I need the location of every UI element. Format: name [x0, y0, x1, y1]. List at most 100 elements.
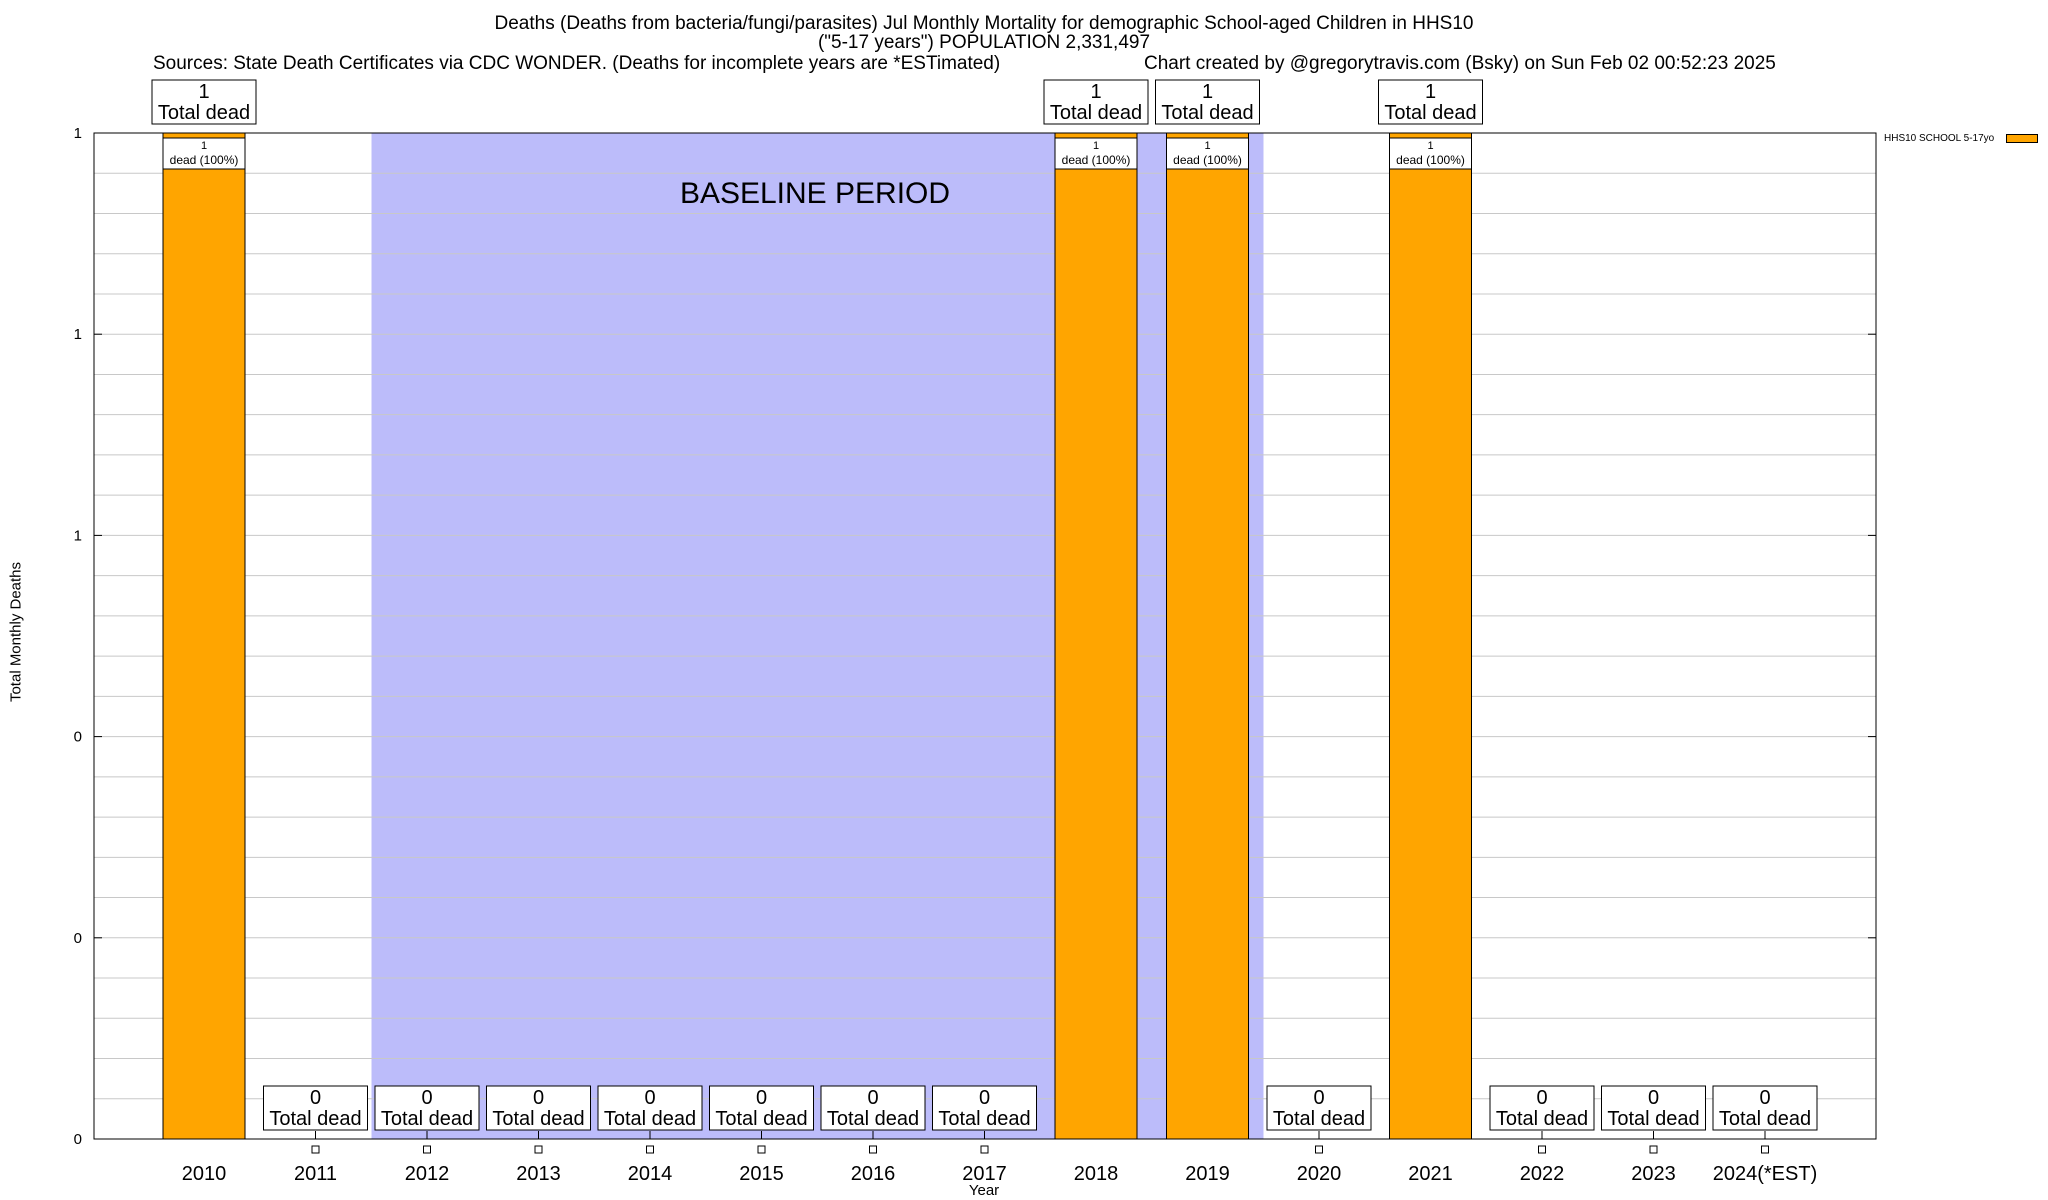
x-tick-label: 2024(*EST): [1713, 1163, 1818, 1185]
bar-share-label-box: [1166, 137, 1249, 170]
total-label-box: [151, 79, 257, 125]
y-axis-label: Total Monthly Deaths: [7, 561, 25, 703]
zero-point-marker: [1649, 1145, 1658, 1154]
total-label-text: Total dead: [1050, 102, 1142, 124]
bar-share-text: dead (100%): [1062, 153, 1131, 167]
zero-point-marker: [1761, 1145, 1769, 1154]
bar-share-count: 1: [1093, 140, 1099, 152]
total-label-text: Total dead: [492, 1108, 584, 1130]
total-label-box: [1601, 1085, 1706, 1131]
bar-share-text: dead (100%): [1173, 153, 1242, 167]
x-tick-label: 2011: [294, 1163, 337, 1185]
zero-point-marker: [534, 1145, 543, 1154]
total-label-text: Total dead: [381, 1108, 473, 1130]
total-value: 0: [1313, 1087, 1324, 1109]
zero-point-marker: [869, 1145, 877, 1154]
total-label-box: [1043, 79, 1149, 125]
total-value: 0: [1648, 1087, 1659, 1109]
bar: [162, 132, 246, 1140]
zero-point-marker: [423, 1145, 431, 1154]
bar: [1166, 132, 1249, 1140]
x-axis-label: Year: [968, 1182, 1000, 1199]
bar-share-label-box: [1054, 137, 1138, 170]
total-value: 1: [1425, 81, 1436, 103]
y-tick-label: 0: [74, 729, 82, 746]
total-label-box: [1266, 1085, 1372, 1131]
total-label-text: Total dead: [1273, 1108, 1365, 1130]
bar-share-count: 1: [201, 140, 207, 152]
total-value: 0: [533, 1087, 544, 1109]
x-tick-label: 2020: [1297, 1163, 1342, 1185]
x-tick-label: 2022: [1520, 1163, 1565, 1185]
x-tick-label: 2012: [405, 1163, 450, 1185]
y-tick-label: 0: [74, 930, 82, 947]
baseline-period-label: BASELINE PERIOD: [680, 177, 950, 210]
zero-point-marker: [1538, 1145, 1546, 1154]
legend-swatch: [2006, 134, 2038, 143]
total-value: 1: [1090, 81, 1101, 103]
legend-series-label: HHS10 SCHOOL 5-17yo: [1884, 133, 1995, 144]
bar: [1389, 132, 1472, 1140]
x-tick-label: 2018: [1074, 1163, 1119, 1185]
total-label-text: Total dead: [1161, 102, 1253, 124]
bar-share-label-box: [1389, 137, 1472, 170]
total-label-box: [1489, 1085, 1595, 1131]
total-label-text: Total dead: [938, 1108, 1030, 1130]
x-tick-label: 2016: [851, 1163, 896, 1185]
total-label-box: [709, 1085, 814, 1131]
total-label-text: Total dead: [715, 1108, 807, 1130]
chart-subtitle: ("5-17 years") POPULATION 2,331,497: [817, 32, 1151, 53]
bar-share-label-box: [162, 137, 246, 170]
x-tick-label: 2013: [516, 1163, 561, 1185]
total-label-text: Total dead: [1607, 1108, 1699, 1130]
sources-note: Sources: State Death Certificates via CD…: [153, 53, 1001, 74]
y-tick-label: 1: [74, 125, 82, 142]
y-tick-label: 0: [74, 1131, 82, 1148]
y-tick-label: 1: [74, 326, 82, 343]
total-label-text: Total dead: [827, 1108, 919, 1130]
total-label-box: [1712, 1085, 1818, 1131]
total-label-box: [932, 1085, 1037, 1131]
total-label-box: [263, 1085, 368, 1131]
chart-credit: Chart created by @gregorytravis.com (Bsk…: [1144, 53, 1776, 74]
bar: [1054, 132, 1138, 1140]
total-label-text: Total dead: [269, 1108, 361, 1130]
total-label-text: Total dead: [1719, 1108, 1811, 1130]
zero-point-marker: [980, 1145, 989, 1154]
x-tick-label: 2023: [1631, 1163, 1676, 1185]
x-tick-label: 2017: [962, 1163, 1007, 1185]
total-label-box: [597, 1085, 703, 1131]
bar-share-text: dead (100%): [1396, 153, 1465, 167]
zero-point-marker: [757, 1145, 766, 1154]
total-label-box: [1378, 79, 1483, 125]
bar-share-count: 1: [1427, 140, 1433, 152]
x-tick-label: 2019: [1185, 1163, 1230, 1185]
total-value: 1: [198, 81, 209, 103]
total-label-text: Total dead: [1496, 1108, 1588, 1130]
total-label-box: [820, 1085, 926, 1131]
total-label-box: [1155, 79, 1260, 125]
x-tick-label: 2015: [739, 1163, 784, 1185]
total-label-text: Total dead: [1384, 102, 1476, 124]
total-label-box: [486, 1085, 591, 1131]
x-tick-label: 2010: [182, 1163, 227, 1185]
total-label-text: Total dead: [604, 1108, 696, 1130]
total-value: 1: [1202, 81, 1213, 103]
total-value: 0: [756, 1087, 767, 1109]
total-label-box: [374, 1085, 480, 1131]
chart-title: Deaths (Deaths from bacteria/fungi/paras…: [494, 13, 1474, 34]
total-value: 0: [421, 1087, 432, 1109]
total-value: 0: [979, 1087, 990, 1109]
total-value: 0: [1536, 1087, 1547, 1109]
total-value: 0: [644, 1087, 655, 1109]
x-tick-label: 2014: [628, 1163, 673, 1185]
x-tick-label: 2021: [1408, 1163, 1453, 1185]
y-tick-label: 1: [74, 527, 82, 544]
bar-share-count: 1: [1204, 140, 1210, 152]
total-value: 0: [310, 1087, 321, 1109]
zero-point-marker: [311, 1145, 320, 1154]
total-label-text: Total dead: [158, 102, 250, 124]
total-value: 0: [1759, 1087, 1770, 1109]
zero-point-marker: [646, 1145, 654, 1154]
